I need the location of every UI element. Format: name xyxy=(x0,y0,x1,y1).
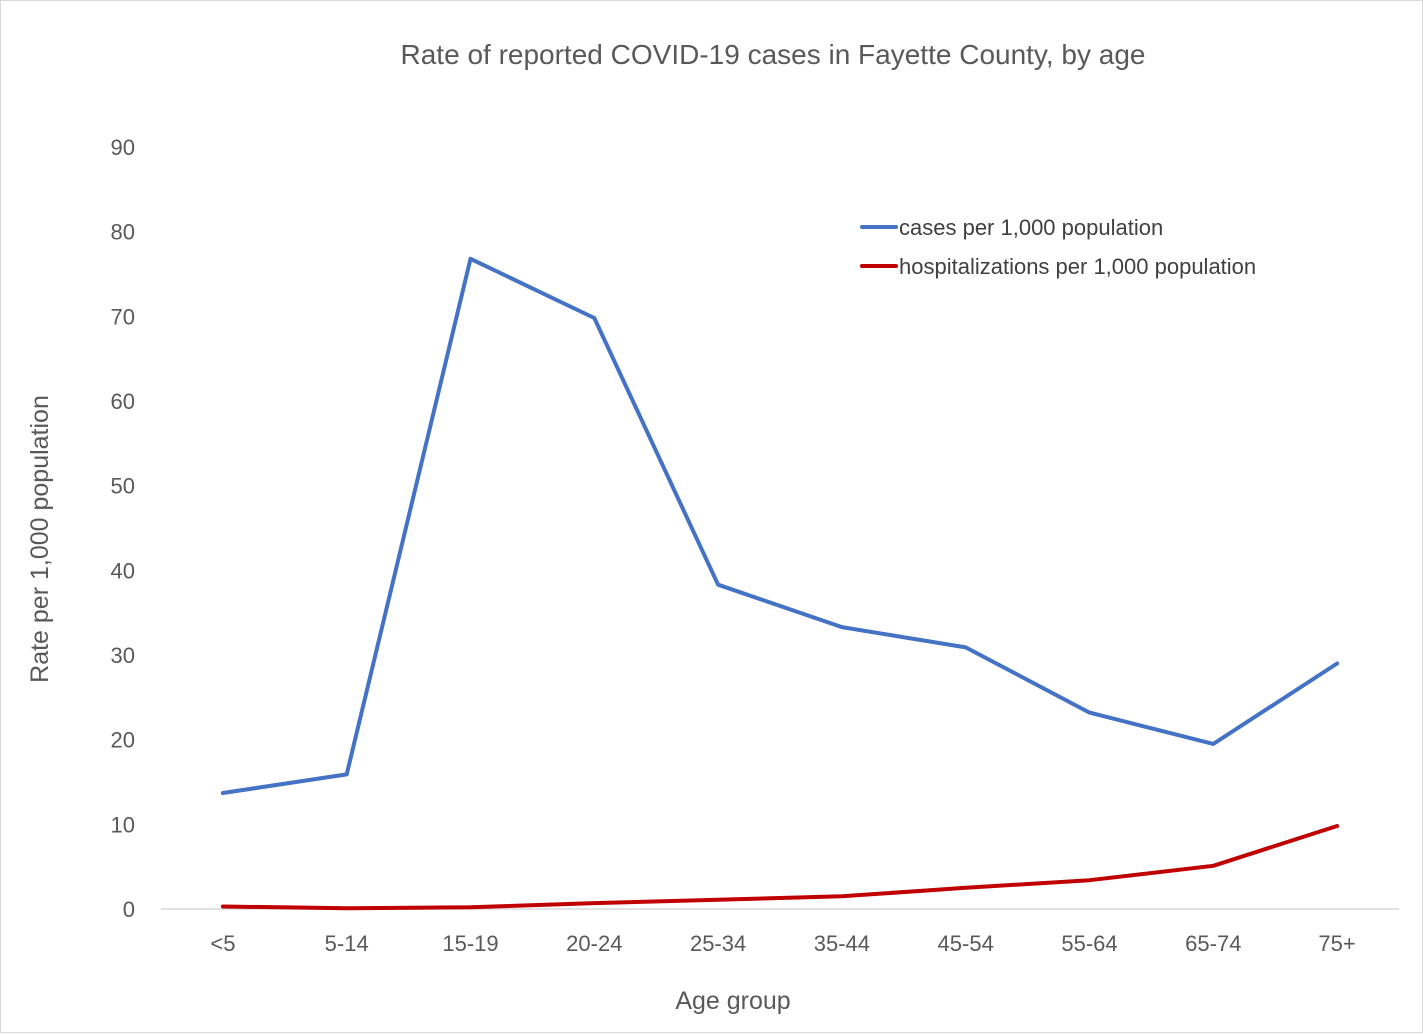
y-axis-title: Rate per 1,000 population xyxy=(26,395,54,683)
y-tick-label: 80 xyxy=(111,220,135,245)
x-tick-label: 65-74 xyxy=(1185,931,1241,956)
y-tick-label: 10 xyxy=(111,812,135,837)
x-tick-label: 75+ xyxy=(1318,931,1355,956)
chart-title: Rate of reported COVID-19 cases in Fayet… xyxy=(401,39,1146,70)
y-tick-label: 0 xyxy=(123,897,135,922)
legend-label: cases per 1,000 population xyxy=(899,215,1163,240)
y-tick-label: 60 xyxy=(111,389,135,414)
x-tick-label: 35-44 xyxy=(814,931,870,956)
y-axis-tick-labels: 0 10 20 30 40 50 60 70 80 90 xyxy=(111,135,135,922)
x-axis-title: Age group xyxy=(675,987,790,1015)
x-tick-label: 15-19 xyxy=(442,931,498,956)
y-tick-label: 20 xyxy=(111,728,135,753)
x-tick-label: 25-34 xyxy=(690,931,746,956)
x-tick-label: 20-24 xyxy=(566,931,622,956)
y-tick-label: 70 xyxy=(111,304,135,329)
y-tick-label: 90 xyxy=(111,135,135,160)
series-lines xyxy=(220,256,1340,911)
x-tick-label: 45-54 xyxy=(938,931,994,956)
legend-label: hospitalizations per 1,000 population xyxy=(899,254,1256,279)
y-tick-label: 40 xyxy=(111,558,135,583)
series-line-cases xyxy=(220,256,1340,795)
x-tick-label: 55-64 xyxy=(1061,931,1117,956)
y-tick-label: 30 xyxy=(111,643,135,668)
x-tick-label: <5 xyxy=(210,931,235,956)
x-axis-tick-labels: <5 5-14 15-19 20-24 25-34 35-44 45-54 55-64 65-7… xyxy=(210,931,1355,956)
x-tick-label: 5-14 xyxy=(325,931,369,956)
series-line-hospitalizations xyxy=(220,824,1340,911)
y-tick-label: 50 xyxy=(111,474,135,499)
legend: cases per 1,000 population hospitalizatio… xyxy=(860,215,1256,279)
